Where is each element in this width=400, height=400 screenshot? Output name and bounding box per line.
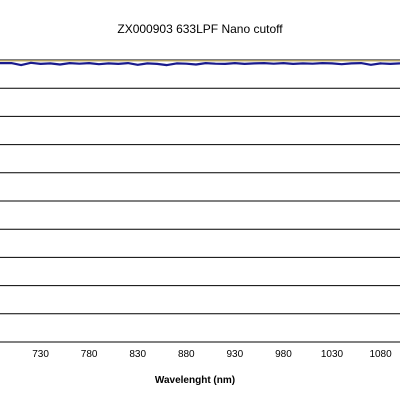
x-tick-label: 1030 (321, 349, 344, 360)
x-tick-label: 780 (81, 349, 98, 360)
grid (0, 59, 400, 343)
x-tick-label: 730 (32, 349, 49, 360)
x-tick-label: 1080 (369, 349, 392, 360)
x-tick-label: 930 (227, 349, 244, 360)
series-lines (0, 60, 400, 67)
chart-title: ZX000903 633LPF Nano cutoff (117, 22, 283, 36)
x-tick-label: 880 (178, 349, 195, 360)
x-tick-label: 680 (0, 349, 1, 360)
x-tick-label: 980 (275, 349, 292, 360)
x-axis-label: Wavelenght (nm) (155, 375, 235, 386)
series-line-transmission (0, 61, 400, 67)
x-axis-ticks: 680 730 780 830 880 930 980 1030 1080 (0, 349, 392, 360)
x-tick-label: 830 (129, 349, 146, 360)
